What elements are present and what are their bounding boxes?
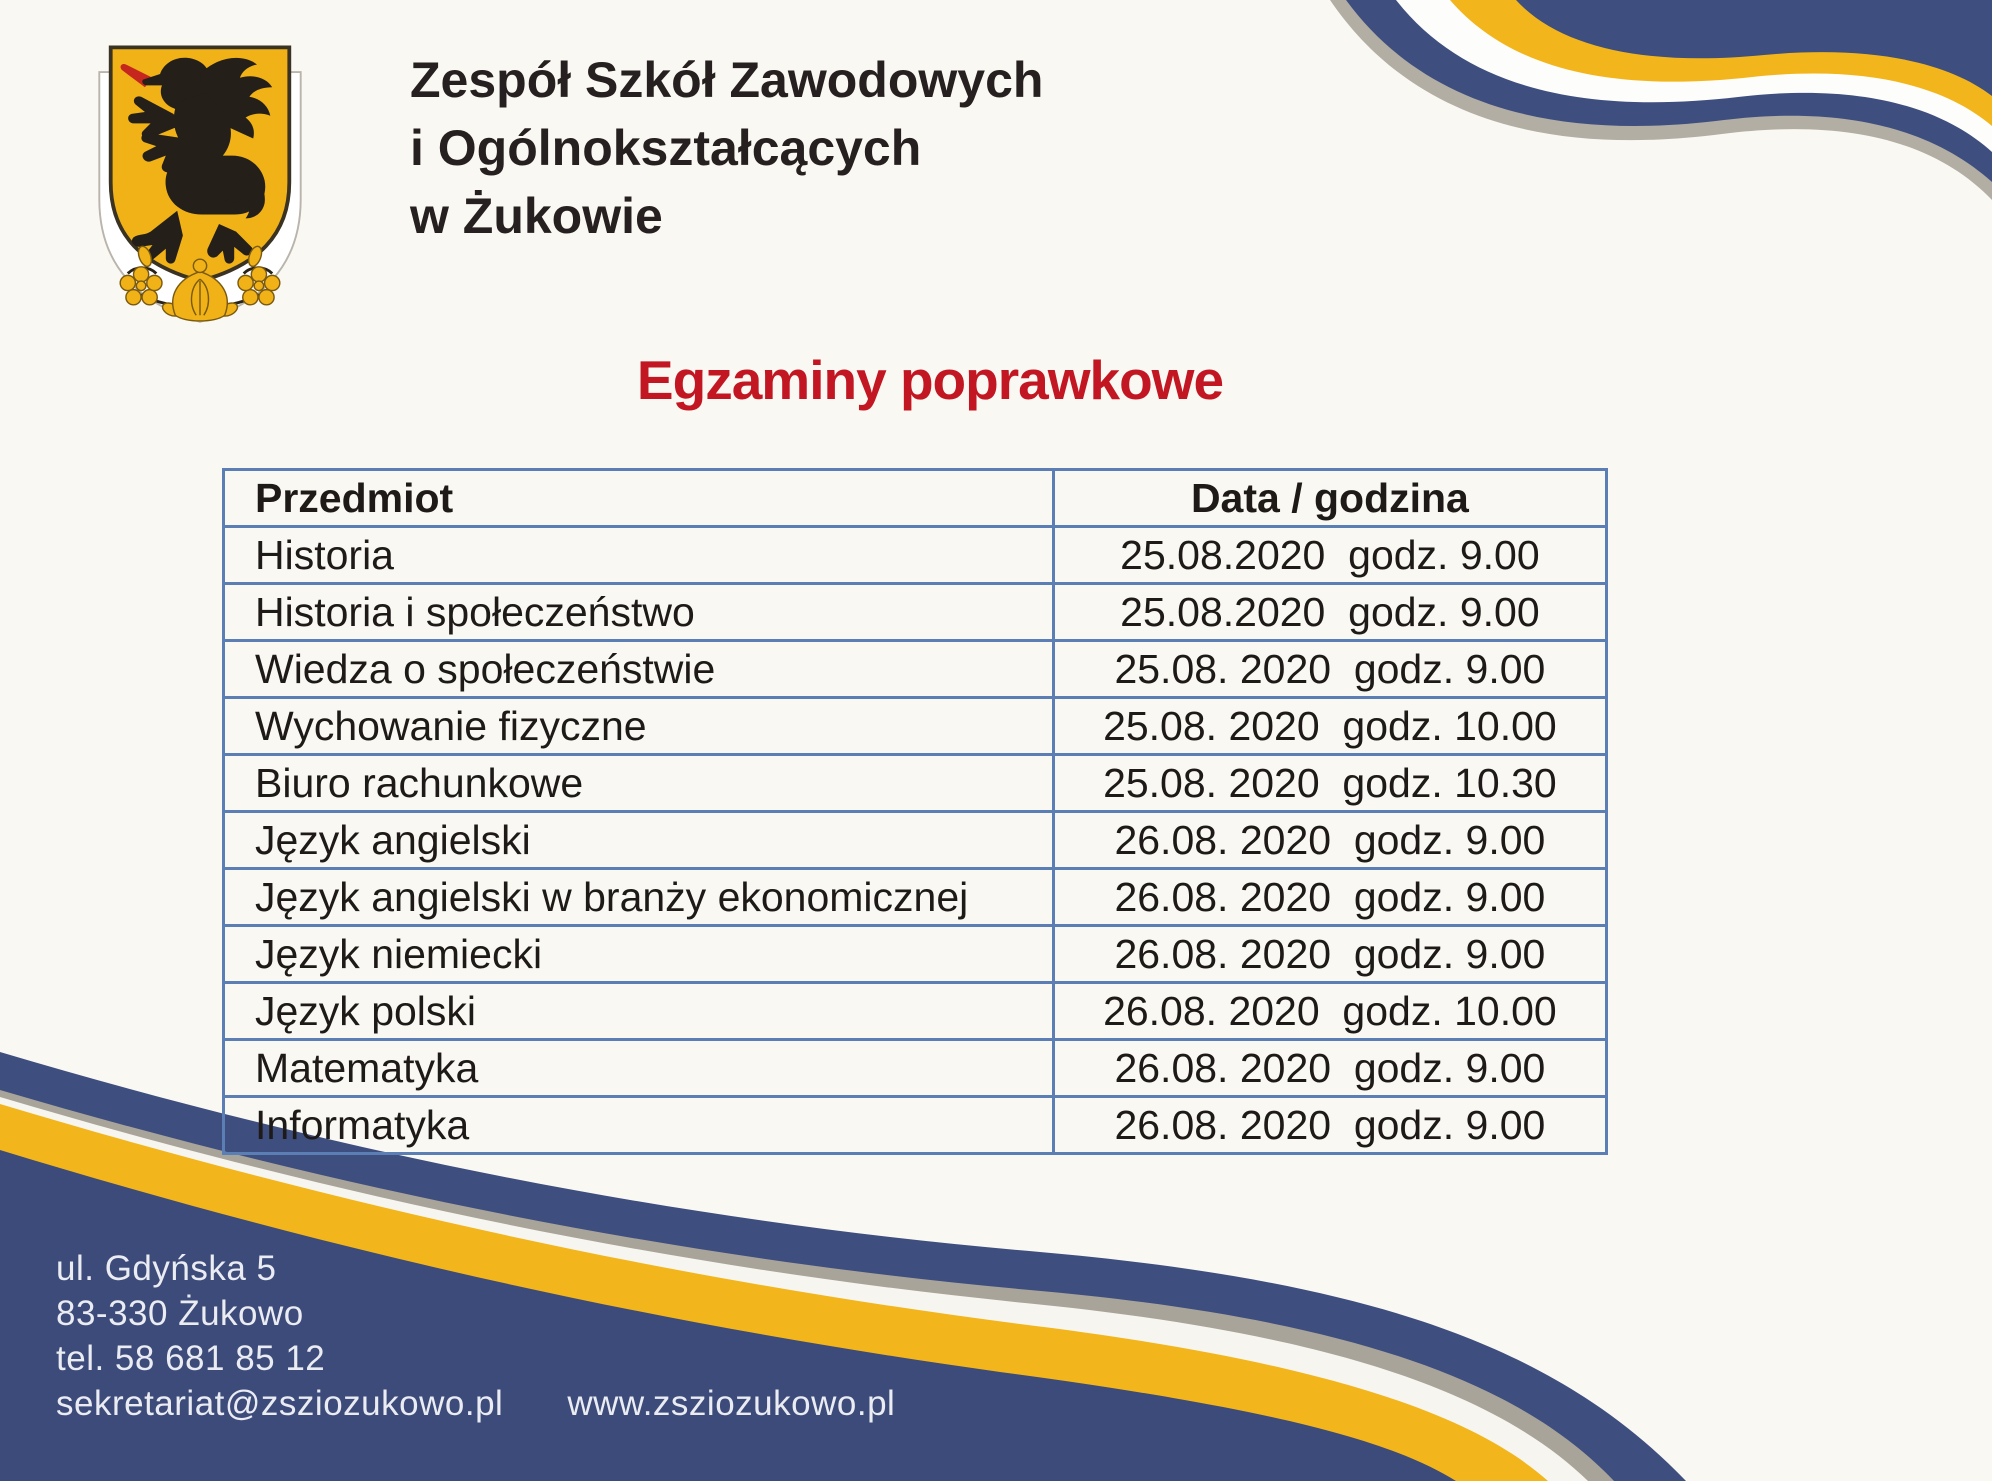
phone-number: tel. 58 681 85 12: [56, 1339, 326, 1378]
school-name-line-1: Zespół Szkół Zawodowych: [410, 52, 1044, 108]
datetime-cell: 25.08. 2020 godz. 10.30: [1051, 753, 1609, 813]
datetime-cell: 25.08. 2020 godz. 10.00: [1051, 696, 1609, 756]
table-header-row: Przedmiot Data / godzina: [222, 468, 1609, 528]
top-right-ribbon: [1330, 0, 1992, 200]
table-row: Matematyka 26.08. 2020 godz. 9.00: [222, 1038, 1609, 1098]
address-city: 83-330 Żukowo: [56, 1294, 304, 1333]
column-header-subject: Przedmiot: [222, 468, 1055, 528]
table-row: Język angielski w branży ekonomicznej 26.…: [222, 867, 1609, 927]
contact-links-line: sekretariat@zsziozukowo.pl www.zsziozukow…: [56, 1381, 895, 1426]
address-street: ul. Gdyńska 5: [56, 1249, 277, 1288]
table-row: Historia 25.08.2020 godz. 9.00: [222, 525, 1609, 585]
datetime-cell: 26.08. 2020 godz. 9.00: [1051, 810, 1609, 870]
subject-cell: Historia: [222, 525, 1055, 585]
subject-cell: Język angielski: [222, 810, 1055, 870]
exam-schedule-table: Przedmiot Data / godzina Historia 25.08.2…: [222, 468, 1609, 1155]
table-row: Język angielski 26.08. 2020 godz. 9.00: [222, 810, 1609, 870]
table-row: Wiedza o społeczeństwie 25.08. 2020 godz.…: [222, 639, 1609, 699]
bottom-wave: [0, 1052, 1686, 1481]
griffin-silhouette: [128, 57, 273, 264]
subject-cell: Wiedza o społeczeństwie: [222, 639, 1055, 699]
exam-table-body: Historia 25.08.2020 godz. 9.00 Historia i …: [222, 525, 1609, 1155]
floral-ornament: [119, 245, 281, 322]
school-name-line-3: w Żukowie: [410, 188, 663, 244]
subject-cell: Język polski: [222, 981, 1055, 1041]
datetime-cell: 26.08. 2020 godz. 9.00: [1051, 1095, 1609, 1155]
subject-cell: Matematyka: [222, 1038, 1055, 1098]
datetime-cell: 26.08. 2020 godz. 9.00: [1051, 1038, 1609, 1098]
table-row: Historia i społeczeństwo 25.08.2020 godz.…: [222, 582, 1609, 642]
subject-cell: Informatyka: [222, 1095, 1055, 1155]
website-url: www.zsziozukowo.pl: [567, 1384, 896, 1423]
subject-cell: Język niemiecki: [222, 924, 1055, 984]
table-row: Język polski 26.08. 2020 godz. 10.00: [222, 981, 1609, 1041]
column-header-datetime: Data / godzina: [1051, 468, 1609, 528]
subject-cell: Biuro rachunkowe: [222, 753, 1055, 813]
datetime-cell: 26.08. 2020 godz. 10.00: [1051, 981, 1609, 1041]
email-address: sekretariat@zsziozukowo.pl: [56, 1384, 504, 1423]
school-name: Zespół Szkół Zawodowych i Ogólnokształcą…: [410, 46, 1043, 250]
table-row: Informatyka 26.08. 2020 godz. 9.00: [222, 1095, 1609, 1155]
datetime-cell: 25.08.2020 godz. 9.00: [1051, 525, 1609, 585]
subject-cell: Wychowanie fizyczne: [222, 696, 1055, 756]
table-row: Biuro rachunkowe 25.08. 2020 godz. 10.30: [222, 753, 1609, 813]
datetime-cell: 26.08. 2020 godz. 9.00: [1051, 924, 1609, 984]
table-row: Język niemiecki 26.08. 2020 godz. 9.00: [222, 924, 1609, 984]
table-row: Wychowanie fizyczne 25.08. 2020 godz. 10.…: [222, 696, 1609, 756]
school-logo-coat-of-arms-icon: [98, 45, 302, 323]
page-title: Egzaminy poprawkowe: [636, 349, 1224, 411]
contact-info: ul. Gdyńska 5 83-330 Żukowo tel. 58 681 …: [56, 1246, 895, 1426]
school-name-line-2: i Ogólnokształcących: [410, 120, 922, 176]
datetime-cell: 25.08.2020 godz. 9.00: [1051, 582, 1609, 642]
datetime-cell: 26.08. 2020 godz. 9.00: [1051, 867, 1609, 927]
subject-cell: Język angielski w branży ekonomicznej: [222, 867, 1055, 927]
datetime-cell: 25.08. 2020 godz. 9.00: [1051, 639, 1609, 699]
subject-cell: Historia i społeczeństwo: [222, 582, 1055, 642]
